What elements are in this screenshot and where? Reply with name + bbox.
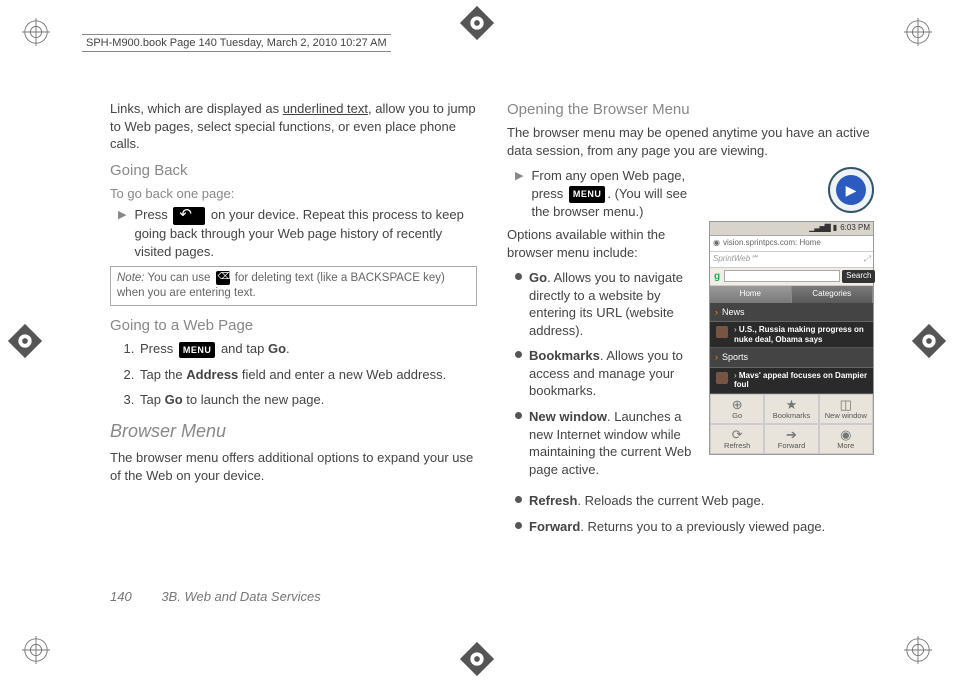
- triangle-bullet-icon: ▶: [515, 167, 523, 220]
- menu-key-icon: MENU: [179, 342, 216, 358]
- phone-news-item[interactable]: › Mavs' appeal focuses on Dampier foul: [710, 368, 873, 394]
- phone-menu-bookmarks[interactable]: ★Bookmarks: [764, 394, 818, 424]
- opening-paragraph: The browser menu may be opened anytime y…: [507, 124, 874, 159]
- page-footer: 140 3B. Web and Data Services: [110, 589, 321, 604]
- phone-address-bar: ◉ vision.sprintpcs.com: Home: [710, 236, 873, 252]
- option-new-window: New window. Launches a new Internet wind…: [515, 408, 699, 478]
- phone-menu-more[interactable]: ◉More: [819, 424, 873, 454]
- option-forward: Forward. Returns you to a previously vie…: [515, 518, 874, 536]
- battery-icon: ▮: [833, 223, 837, 234]
- phone-menu-refresh[interactable]: ⟳Refresh: [710, 424, 764, 454]
- backspace-key-icon: [216, 271, 230, 285]
- phone-menu-go[interactable]: ⊕Go: [710, 394, 764, 424]
- phone-category-sports[interactable]: ›Sports: [710, 348, 873, 367]
- step-2: Tap the Address field and enter a new We…: [138, 366, 477, 384]
- phone-screenshot: ▁▃▅▇ ▮ 6:03 PM ◉ vision.sprintpcs.com: H…: [709, 221, 874, 455]
- steps-list: Press MENU and tap Go. Tap the Address f…: [110, 340, 477, 409]
- step-open-menu: ▶ From any open Web page, press MENU. (Y…: [507, 167, 699, 220]
- signal-icon: ▁▃▅▇: [809, 223, 830, 234]
- registration-mark-icon: [6, 322, 44, 360]
- subheading-go-back: To go back one page:: [110, 185, 477, 203]
- menu-key-icon: MENU: [569, 186, 606, 202]
- intro-paragraph: Links, which are displayed as underlined…: [110, 100, 477, 153]
- registration-mark-icon: [458, 640, 496, 678]
- phone-search-row: g Search: [710, 268, 873, 287]
- triangle-bullet-icon: ▶: [118, 206, 126, 260]
- heading-opening-browser-menu: Opening the Browser Menu: [507, 100, 874, 120]
- google-g-icon: g: [712, 270, 722, 284]
- left-column: Links, which are displayed as underlined…: [110, 100, 477, 602]
- status-time: 6:03 PM: [840, 223, 870, 234]
- phone-search-input[interactable]: [724, 270, 840, 282]
- globe-icon: ◉: [713, 238, 720, 249]
- step-1: Press MENU and tap Go.: [138, 340, 477, 358]
- crop-mark-icon: [22, 18, 50, 46]
- crop-mark-icon: [904, 636, 932, 664]
- section-title: 3B. Web and Data Services: [161, 589, 320, 604]
- phone-menu-new-window[interactable]: ◫New window: [819, 394, 873, 424]
- options-intro: Options available within the browser men…: [507, 226, 699, 261]
- play-badge-icon: ▶: [828, 167, 874, 213]
- option-refresh: Refresh. Reloads the current Web page.: [515, 492, 874, 510]
- new-window-icon: ◫: [820, 398, 872, 411]
- refresh-icon: ⟳: [711, 428, 763, 441]
- note-box: Note: You can use for deleting text (lik…: [110, 266, 477, 306]
- browser-menu-paragraph: The browser menu offers additional optio…: [110, 449, 477, 484]
- phone-brand-row: SprintWeb℠⤢: [710, 252, 873, 268]
- phone-news-item[interactable]: › U.S., Russia making progress on nuke d…: [710, 322, 873, 348]
- phone-category-news[interactable]: ›News: [710, 303, 873, 322]
- heading-going-to-page: Going to a Web Page: [110, 316, 477, 336]
- phone-menu-forward[interactable]: ➔Forward: [764, 424, 818, 454]
- phone-tab-categories[interactable]: Categories: [792, 286, 874, 303]
- back-key-icon: [173, 207, 205, 225]
- forward-icon: ➔: [765, 428, 817, 441]
- phone-search-button[interactable]: Search: [842, 270, 875, 284]
- option-bookmarks: Bookmarks. Allows you to access and mana…: [515, 347, 699, 400]
- step-go-back: ▶ Press on your device. Repeat this proc…: [110, 206, 477, 260]
- heading-going-back: Going Back: [110, 161, 477, 181]
- page-header: SPH-M900.book Page 140 Tuesday, March 2,…: [82, 34, 391, 52]
- phone-menu-grid: ⊕Go ★Bookmarks ◫New window ⟳Refresh ➔For…: [710, 394, 873, 454]
- right-column: Opening the Browser Menu The browser men…: [507, 100, 874, 602]
- phone-tab-home[interactable]: Home: [710, 286, 792, 303]
- crop-mark-icon: [904, 18, 932, 46]
- more-icon: ◉: [820, 428, 872, 441]
- go-icon: ⊕: [711, 398, 763, 411]
- bookmarks-icon: ★: [765, 398, 817, 411]
- step-3: Tap Go to launch the new page.: [138, 391, 477, 409]
- phone-statusbar: ▁▃▅▇ ▮ 6:03 PM: [710, 222, 873, 236]
- crop-mark-icon: [22, 636, 50, 664]
- options-list: Go. Allows you to navigate directly to a…: [507, 269, 699, 478]
- registration-mark-icon: [910, 322, 948, 360]
- options-list-continued: Refresh. Reloads the current Web page. F…: [507, 492, 874, 535]
- page-number: 140: [110, 589, 132, 604]
- registration-mark-icon: [458, 4, 496, 42]
- option-go: Go. Allows you to navigate directly to a…: [515, 269, 699, 339]
- heading-browser-menu: Browser Menu: [110, 419, 477, 443]
